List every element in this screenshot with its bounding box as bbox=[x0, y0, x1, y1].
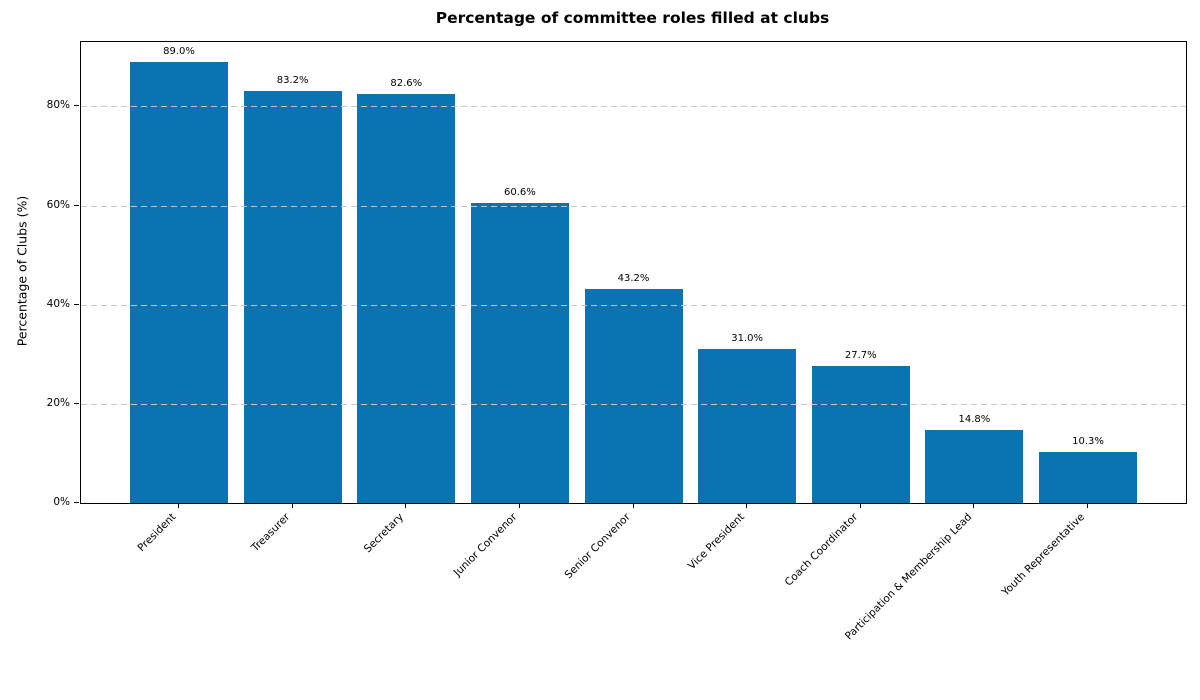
x-tick-mark bbox=[291, 503, 293, 508]
bar-vice-president bbox=[698, 349, 797, 503]
y-tick-label: 0% bbox=[53, 496, 70, 508]
bar-senior-convenor bbox=[584, 288, 683, 503]
bar-value-label: 89.0% bbox=[163, 45, 195, 57]
bar-value-label: 27.7% bbox=[844, 349, 877, 361]
x-tick-label: Senior Convenor bbox=[562, 511, 633, 582]
x-tick-label: Youth Representative bbox=[1000, 511, 1088, 599]
bar-value-label: 82.6% bbox=[390, 77, 423, 89]
x-tick-label: Coach Coordinator bbox=[782, 511, 861, 589]
bar-youth-representative bbox=[1039, 451, 1137, 503]
bar-value-label: 14.8% bbox=[958, 413, 991, 425]
bar-value-label: 60.6% bbox=[504, 186, 536, 198]
bar-participation-membership-lead bbox=[925, 429, 1024, 503]
x-tick-label: Treasurer bbox=[249, 511, 293, 555]
y-tick-mark bbox=[74, 105, 79, 107]
x-tick-mark bbox=[632, 503, 634, 508]
plot-area: 89.0% 83.2% 82.6% 60.6% 43.2% 31.0% 27.7% 14.8%… bbox=[80, 41, 1187, 504]
x-tick-label: President bbox=[135, 511, 179, 555]
y-tick-label: 20% bbox=[46, 396, 70, 409]
gridline bbox=[81, 106, 1186, 108]
bar-value-label: 83.2% bbox=[276, 74, 309, 86]
x-tick-mark bbox=[178, 503, 179, 508]
bar-value-label: 10.3% bbox=[1072, 435, 1104, 447]
y-tick-mark bbox=[74, 204, 79, 206]
gridline bbox=[81, 403, 1186, 405]
y-axis-label: Percentage of Clubs (%) bbox=[14, 195, 30, 347]
bar-value-label: 43.2% bbox=[617, 272, 650, 284]
y-tick-label: 80% bbox=[46, 99, 70, 112]
x-tick-label: Junior Convenor bbox=[451, 511, 520, 579]
bar-treasurer bbox=[243, 90, 342, 503]
x-tick-mark bbox=[405, 503, 407, 508]
x-tick-mark bbox=[746, 503, 748, 508]
y-tick-mark bbox=[74, 502, 79, 503]
x-tick-mark bbox=[1087, 503, 1088, 508]
y-tick-label: 60% bbox=[46, 198, 70, 211]
x-tick-mark bbox=[859, 503, 861, 508]
y-tick-mark bbox=[74, 402, 79, 404]
chart-title: Percentage of committee roles filled at … bbox=[435, 9, 830, 27]
gridline bbox=[81, 205, 1186, 207]
y-tick-mark bbox=[74, 303, 79, 305]
bar-coach-coordinator bbox=[811, 365, 910, 503]
x-tick-label: Vice President bbox=[685, 511, 747, 573]
y-tick-label: 40% bbox=[46, 297, 70, 310]
bar-secretary bbox=[357, 93, 456, 503]
x-tick-label: Secretary bbox=[361, 511, 406, 556]
x-tick-label: Participation & Membership Lead bbox=[842, 511, 974, 643]
gridline bbox=[81, 304, 1186, 306]
x-tick-mark bbox=[973, 503, 975, 508]
bar-value-label: 31.0% bbox=[731, 333, 763, 345]
bar-junior-convenor bbox=[470, 202, 569, 503]
bar-president bbox=[130, 61, 228, 503]
x-tick-mark bbox=[518, 503, 520, 508]
